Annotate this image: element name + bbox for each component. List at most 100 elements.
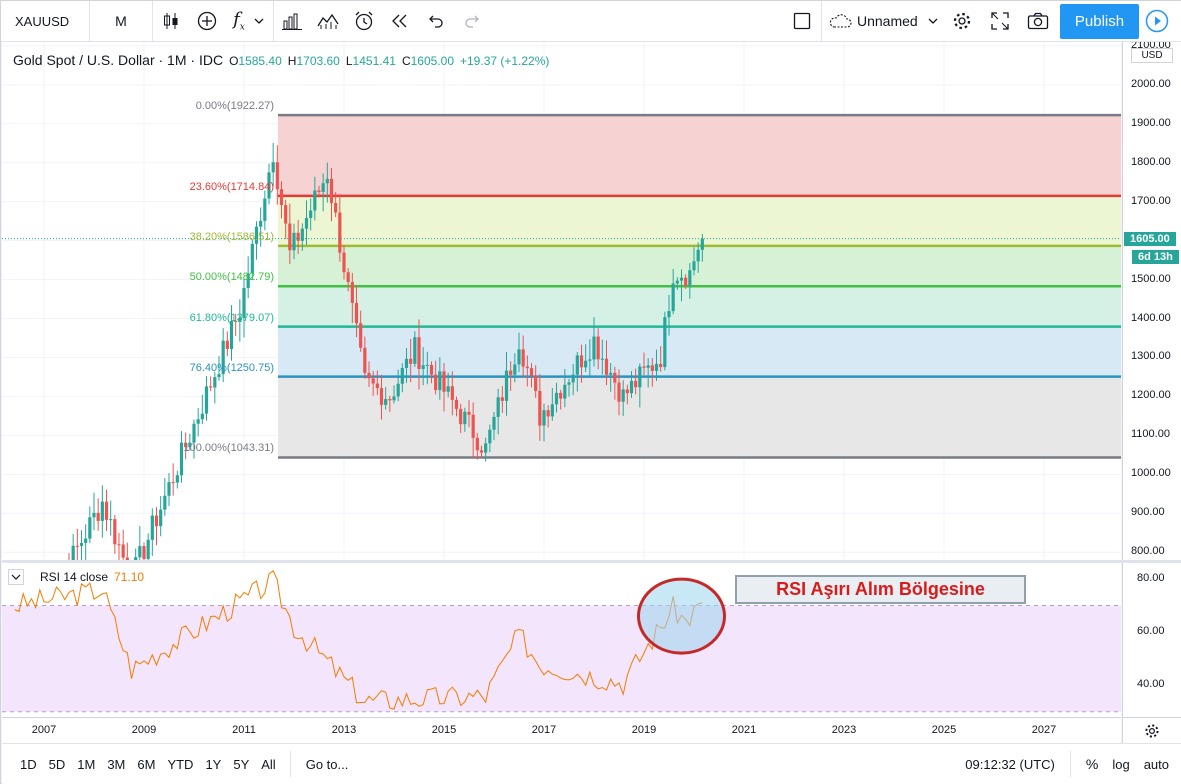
candle-body — [271, 162, 275, 173]
replay-play-button[interactable] — [1142, 6, 1172, 36]
change-value: +19.37 (+1.22%) — [460, 54, 550, 68]
candle-body — [654, 363, 659, 371]
percent-toggle[interactable]: % — [1079, 744, 1105, 784]
publish-button[interactable]: Publish — [1060, 4, 1139, 39]
financials-button[interactable] — [274, 1, 310, 42]
multi-layout-button[interactable] — [784, 1, 820, 42]
fullscreen-button[interactable] — [982, 1, 1018, 42]
candle-body — [504, 370, 509, 401]
range-ytd-button[interactable]: YTD — [167, 756, 194, 772]
candle-body — [404, 358, 409, 368]
collapse-icon[interactable] — [8, 569, 24, 585]
candle-body — [671, 283, 675, 312]
auto-label: auto — [1143, 756, 1169, 772]
bar-chart-icon — [282, 13, 302, 30]
rsi-pane[interactable]: RSI 14 close 71.10 — [2, 563, 1121, 717]
candle-body — [459, 408, 463, 425]
annotation-text: RSI Aşırı Alım Bölgesine — [776, 579, 985, 599]
candle-body — [550, 404, 554, 417]
range-1d-button[interactable]: 1D — [20, 756, 37, 772]
range-1y-button[interactable]: 1Y — [205, 756, 222, 772]
goto-button[interactable]: Go to... — [299, 744, 356, 784]
alert-button[interactable] — [346, 1, 382, 42]
candle-body — [84, 538, 88, 543]
price-chart-pane[interactable]: Gold Spot / U.S. Dollar · 1M · IDC O1585… — [2, 42, 1121, 560]
goto-label: Go to... — [305, 756, 349, 772]
candle-body — [688, 270, 692, 286]
price-axis[interactable]: 2100.002000.001900.001800.001700.001600.… — [1122, 42, 1181, 560]
square-icon — [793, 12, 811, 30]
rsi-tick: 60.00 — [1137, 625, 1165, 638]
candle-body — [625, 389, 629, 394]
clock[interactable]: 09:12:32 (UTC) — [958, 744, 1062, 784]
fib-zone — [278, 326, 1121, 377]
time-tick: 2019 — [631, 724, 657, 736]
cloud-icon — [829, 14, 852, 28]
interval-button[interactable]: M — [90, 1, 152, 42]
templates-button[interactable] — [310, 1, 346, 42]
candle-body — [542, 410, 546, 426]
candle-body — [567, 382, 571, 385]
price-chart[interactable] — [2, 42, 1121, 560]
range-1m-button[interactable]: 1M — [77, 756, 96, 772]
series-legend: Gold Spot / U.S. Dollar · 1M · IDC O1585… — [13, 52, 549, 68]
log-toggle[interactable]: log — [1105, 744, 1136, 784]
range-all-button[interactable]: All — [261, 756, 276, 772]
fib-level-label: 76.40%(1250.75) — [189, 361, 274, 374]
candle-body — [563, 384, 567, 399]
price-tick: 1100.00 — [1131, 428, 1170, 441]
layout-menu-button[interactable]: Unnamed — [828, 1, 943, 42]
settings-button[interactable] — [944, 1, 980, 42]
candle-body — [675, 280, 679, 284]
candle-body — [304, 218, 309, 229]
replay-button[interactable] — [382, 1, 418, 42]
candle-body — [413, 337, 417, 364]
time-axis[interactable]: 2007 2009 2011 2013 2015 2017 2019 2021 2023 2025… — [2, 717, 1121, 743]
candle-body — [409, 358, 413, 364]
close-value: 1605.00 — [410, 54, 454, 68]
currency-badge[interactable]: USD — [1131, 48, 1173, 63]
candle-body — [492, 416, 496, 430]
range-5y-button[interactable]: 5Y — [233, 756, 250, 772]
auto-toggle[interactable]: auto — [1137, 744, 1181, 784]
redo-button[interactable] — [454, 1, 490, 42]
candle-body — [617, 382, 621, 402]
candle-body — [292, 232, 296, 251]
chevron-down-icon — [254, 18, 264, 24]
rsi-axis[interactable]: 80.00 60.00 40.00 — [1122, 563, 1181, 717]
series-title: Gold Spot / U.S. Dollar · 1M · IDC — [13, 52, 224, 68]
rsi-annotation[interactable]: RSI Aşırı Alım Bölgesine — [735, 575, 1026, 604]
candle-body — [334, 203, 338, 213]
symbol-search[interactable]: XAUUSD — [1, 1, 89, 42]
percent-label: % — [1085, 756, 1099, 772]
candle-body — [329, 178, 334, 204]
range-5d-button[interactable]: 5D — [48, 756, 66, 772]
candle-body — [417, 337, 421, 369]
bar-style-button[interactable] — [153, 1, 189, 42]
snapshot-button[interactable] — [1020, 1, 1056, 42]
pane-separator[interactable] — [2, 560, 1181, 563]
candle-body — [284, 205, 288, 224]
candle-body — [634, 380, 638, 388]
candle-body — [554, 392, 559, 405]
add-circle-icon — [197, 11, 217, 31]
rsi-chart[interactable] — [2, 563, 1121, 717]
candle-body — [525, 366, 529, 369]
range-3m-button[interactable]: 3M — [107, 756, 126, 772]
range-6m-button[interactable]: 6M — [137, 756, 156, 772]
undo-button[interactable] — [418, 1, 454, 42]
candle-body — [650, 365, 654, 371]
compare-button[interactable] — [189, 1, 225, 42]
candle-body — [309, 210, 313, 219]
axis-settings-button[interactable] — [1122, 717, 1181, 743]
candle-body — [375, 383, 379, 389]
indicators-button[interactable]: fx — [225, 1, 273, 42]
publish-label: Publish — [1074, 13, 1125, 30]
candle-body — [196, 419, 200, 424]
candle-body — [229, 321, 234, 350]
candle-body — [588, 359, 592, 361]
candle-body — [104, 501, 109, 520]
chevron-down-icon — [928, 18, 938, 24]
candle-body — [288, 223, 292, 251]
